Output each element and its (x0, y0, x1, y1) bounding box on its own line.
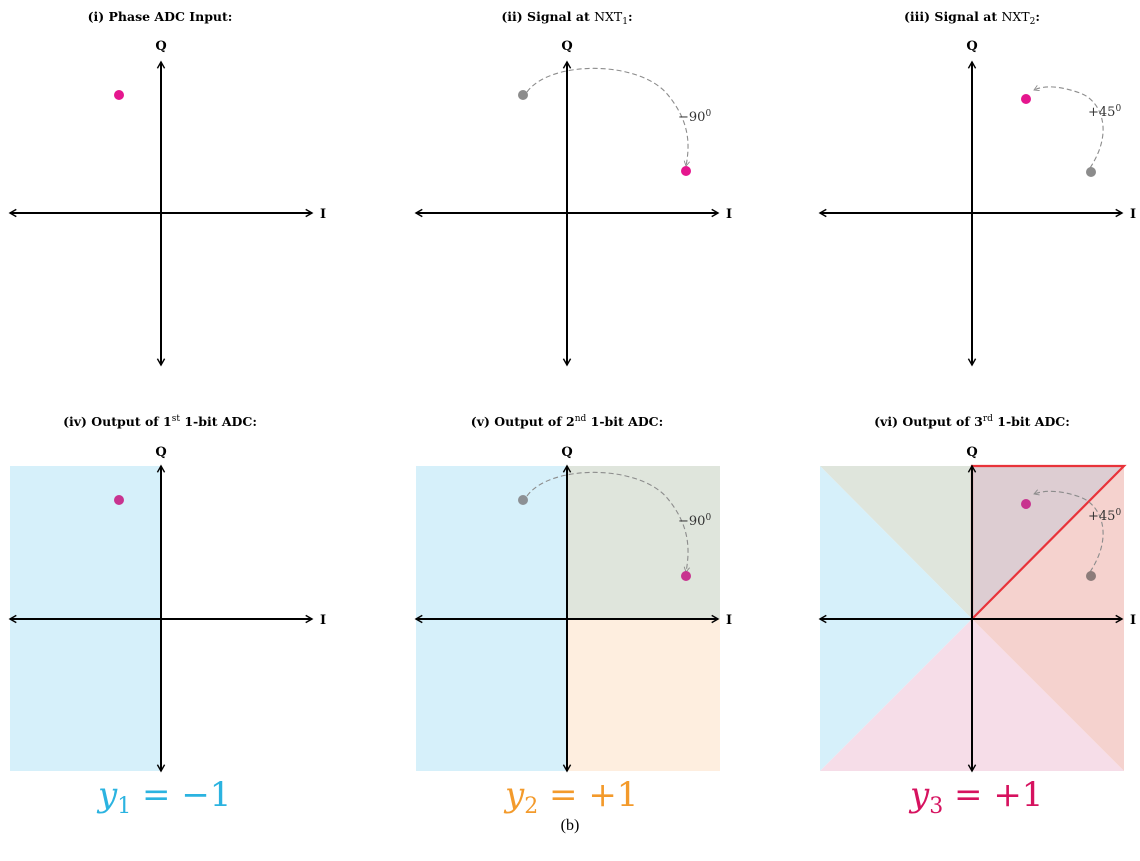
title-suffix: : (628, 9, 633, 24)
q-axis-label: Q (561, 39, 572, 54)
region-q1 (567, 466, 720, 619)
rotation-label: +450 (1088, 508, 1121, 524)
output-subscript: 1 (117, 794, 131, 819)
output-y1: y1 = −1 (96, 775, 231, 819)
rotation-arc (526, 67, 690, 167)
rotation-value: −90 (678, 514, 705, 529)
title-text: (iii) Signal at (904, 9, 1001, 24)
signal-point (681, 571, 691, 581)
title-superscript: rd (983, 414, 993, 424)
previous-point (518, 495, 528, 505)
rotation-degree: 0 (1115, 508, 1121, 518)
output-value: = +1 (943, 775, 1043, 815)
q-axis-label: Q (966, 39, 977, 54)
i-axis-label: I (320, 207, 326, 222)
region-q4 (567, 619, 720, 771)
title-text: (vi) Output of 3 (874, 414, 983, 429)
signal-point (1021, 94, 1031, 104)
signal-point (114, 495, 124, 505)
q-axis-label: Q (155, 39, 166, 54)
q-axis-label: Q (966, 445, 977, 460)
title-suffix: : (1035, 9, 1040, 24)
axes (8, 60, 1124, 773)
signal-point (1021, 499, 1031, 509)
output-variable: y (96, 775, 118, 815)
rotation-label: −900 (678, 109, 711, 125)
rotation-label: +450 (1088, 104, 1121, 120)
rotation-arc (526, 471, 690, 573)
title-node: NXT (594, 9, 623, 24)
previous-point (518, 90, 528, 100)
title-text: (iv) Output of 1 (63, 414, 172, 429)
rotation-arc (1033, 489, 1104, 573)
title-subscript: 1 (622, 17, 628, 27)
panel-title-v: (v) Output of 2nd 1-bit ADC: (471, 414, 663, 429)
output-y2: y2 = +1 (503, 775, 638, 819)
region-q2 (416, 466, 567, 619)
output-value: = −1 (131, 775, 231, 815)
title-suffix: 1-bit ADC: (180, 414, 257, 429)
output-variable: y (908, 775, 930, 815)
title-suffix: 1-bit ADC: (993, 414, 1070, 429)
output-variable: y (503, 775, 525, 815)
q-axis-label: Q (155, 445, 166, 460)
rotation-value: +45 (1088, 509, 1115, 524)
rotation-arc (1033, 85, 1104, 169)
figure-caption: (b) (560, 817, 580, 834)
i-axis-label: I (1130, 613, 1136, 628)
rotation-value: +45 (1088, 105, 1115, 120)
panel-title-i: (i) Phase ADC Input: (88, 9, 233, 24)
signal-point (681, 166, 691, 176)
q-axis-label: Q (561, 445, 572, 460)
output-y3: y3 = +1 (908, 775, 1043, 819)
panel-title-iv: (iv) Output of 1st 1-bit ADC: (63, 414, 257, 429)
rotation-label: −900 (678, 513, 711, 529)
signal-point (114, 90, 124, 100)
title-superscript: nd (575, 414, 587, 424)
output-value: = +1 (538, 775, 638, 815)
i-axis-label: I (726, 207, 732, 222)
panel-title-vi: (vi) Output of 3rd 1-bit ADC: (874, 414, 1070, 429)
region-q3 (416, 619, 567, 771)
title-suffix: 1-bit ADC: (586, 414, 663, 429)
title-superscript: st (172, 414, 181, 424)
title-node: NXT (1001, 9, 1030, 24)
title-text: (ii) Signal at (501, 9, 594, 24)
panel-title-ii: (ii) Signal at NXT1: (501, 9, 632, 27)
previous-point (1086, 571, 1096, 581)
rotation-value: −90 (678, 110, 705, 125)
rotation-degree: 0 (1115, 104, 1121, 114)
output-subscript: 3 (929, 794, 943, 819)
i-axis-label: I (726, 613, 732, 628)
output-subscript: 2 (524, 794, 538, 819)
title-text: (v) Output of 2 (471, 414, 575, 429)
title-subscript: 2 (1030, 17, 1036, 27)
region-lower-pink (820, 619, 972, 771)
previous-point (1086, 167, 1096, 177)
panel-title-iii: (iii) Signal at NXT2: (904, 9, 1040, 27)
i-axis-label: I (320, 613, 326, 628)
i-axis-label: I (1130, 207, 1136, 222)
rotation-degree: 0 (705, 513, 711, 523)
panel-v-regions (416, 466, 720, 771)
rotation-degree: 0 (705, 109, 711, 119)
